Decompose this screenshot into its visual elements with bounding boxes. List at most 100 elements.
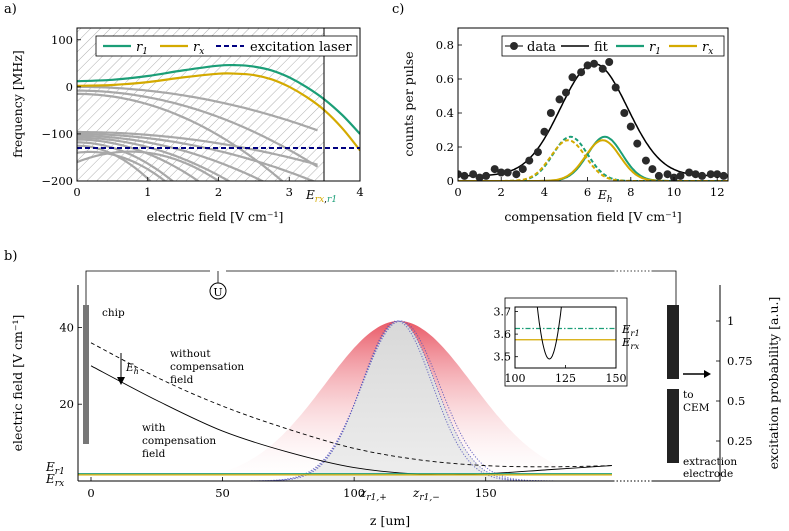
with-line1: with — [142, 422, 166, 434]
chip-icon — [83, 305, 89, 444]
panel-c-label: c) — [392, 2, 404, 17]
legend-fit-label: fit — [594, 40, 609, 55]
data-point — [540, 127, 549, 136]
data-point — [518, 165, 527, 174]
data-point — [641, 156, 650, 165]
data-point — [698, 171, 707, 180]
data-point — [503, 168, 512, 177]
detection-envelope — [250, 320, 554, 481]
xtick-label: 100 — [343, 486, 365, 500]
panel-a-legend: r1 rx excitation laser — [95, 35, 358, 57]
inset-er1-label: Er1 — [621, 322, 640, 339]
xtick-label: 2 — [215, 185, 222, 199]
panel-c-marker-label: Eh — [597, 188, 613, 205]
y2tick-label: 1 — [727, 314, 734, 328]
y2tick-label: 0.25 — [727, 434, 753, 448]
data-point — [562, 88, 570, 97]
z-marker-plus: zr1,+ — [359, 486, 387, 503]
ytick-label: 0 — [447, 174, 454, 188]
data-point — [533, 148, 542, 157]
legend-laser-label: excitation laser — [250, 40, 352, 55]
xtick-label: 6 — [584, 185, 591, 199]
ytick-label: 0 — [66, 80, 73, 94]
data-point — [555, 95, 564, 104]
series-solid-field — [90, 365, 613, 476]
data-point — [497, 168, 506, 177]
data-point — [546, 109, 555, 117]
grey-curve — [77, 138, 201, 181]
data-point — [633, 139, 642, 148]
series-dashed-field — [90, 342, 613, 468]
data-point — [525, 156, 534, 165]
data-point — [605, 58, 614, 66]
panel-b-y2label: excitation probability [a.u.] — [766, 297, 781, 470]
panel-b-xlabel: z [um] — [370, 513, 410, 528]
grey-curve — [77, 92, 284, 181]
grey-curve — [77, 130, 318, 166]
ytick-label: −100 — [41, 127, 73, 141]
y2tick-label: 0.5 — [727, 394, 745, 408]
panel-b-ylabel: electric field [V cm⁻¹] — [10, 315, 25, 452]
inset-xtick-label: 125 — [555, 372, 576, 385]
to-cem-line1: to — [683, 389, 694, 401]
inset-ytick-label: 3.6 — [494, 328, 512, 341]
panel-b-circuit: U — [85, 270, 677, 305]
panel-a-ylabel: frequency [MHz] — [10, 50, 25, 158]
extraction-line2: electrode — [683, 468, 733, 480]
z-marker-minus: zr1,− — [412, 486, 440, 503]
extraction-line1: extraction — [683, 456, 737, 468]
data-point — [706, 170, 715, 179]
to-cem-line2: CEM — [683, 402, 710, 414]
data-point — [482, 171, 491, 180]
voltage-source-label: U — [213, 286, 222, 299]
fit-curve — [458, 62, 728, 177]
data-point — [577, 68, 586, 77]
inset-xtick-label: 150 — [606, 372, 627, 385]
ytick-label: −200 — [41, 174, 73, 188]
extraction-electrode-upper — [667, 305, 679, 379]
data-point — [490, 165, 499, 174]
ytick-label: 0.6 — [436, 72, 454, 86]
inset-ytick-label: 3.5 — [494, 351, 512, 364]
data-point — [620, 109, 629, 117]
data-point — [685, 168, 694, 177]
grey-curve — [77, 134, 265, 181]
panel-c: c) 0 2 4 6 8 10 12 0 0.2 0.4 0.6 0.8 compensation f… — [392, 2, 729, 224]
inset-erx-label: Erx — [621, 335, 639, 352]
xtick-label: 50 — [215, 486, 230, 500]
panel-b-plot — [78, 320, 613, 481]
er1-label: Er1 — [45, 460, 65, 477]
ytick-label: 0.8 — [436, 38, 454, 52]
xtick-label: 3 — [286, 185, 293, 199]
grey-curve — [77, 89, 319, 168]
legend-c-r1-label: r1 — [649, 40, 661, 57]
data-point — [590, 59, 599, 68]
without-line2: compensation — [170, 361, 244, 373]
panel-b-label: b) — [4, 249, 17, 264]
grey-curve — [77, 85, 318, 132]
data-point — [598, 64, 607, 73]
legend-data-swatch — [510, 42, 518, 50]
xtick-label: 4 — [356, 185, 363, 199]
panel-a-series — [77, 63, 360, 152]
panel-b-inset: 100 125 150 3.7 3.6 3.5 — [494, 297, 628, 387]
data-point — [648, 165, 657, 174]
with-line3: field — [142, 448, 166, 460]
xtick-label: 2 — [498, 185, 505, 199]
legend-data-label: data — [527, 40, 556, 55]
xtick-label: 0 — [87, 486, 94, 500]
grey-curve — [77, 141, 175, 181]
eh-label: Eh — [125, 362, 139, 376]
panel-c-plot — [458, 58, 728, 181]
data-point — [512, 170, 521, 179]
grey-curve — [77, 150, 167, 181]
ytick-label: 0.4 — [436, 106, 454, 120]
xtick-label: 4 — [541, 185, 548, 199]
panel-a-marker-label: Erx,r1 — [305, 188, 337, 205]
legend-r1-label: r1 — [136, 40, 148, 57]
component-rx-solid — [458, 139, 728, 181]
grey-curve — [77, 150, 221, 181]
data-point — [469, 170, 478, 179]
data-point — [611, 83, 620, 92]
extraction-electrode-lower — [667, 389, 679, 463]
